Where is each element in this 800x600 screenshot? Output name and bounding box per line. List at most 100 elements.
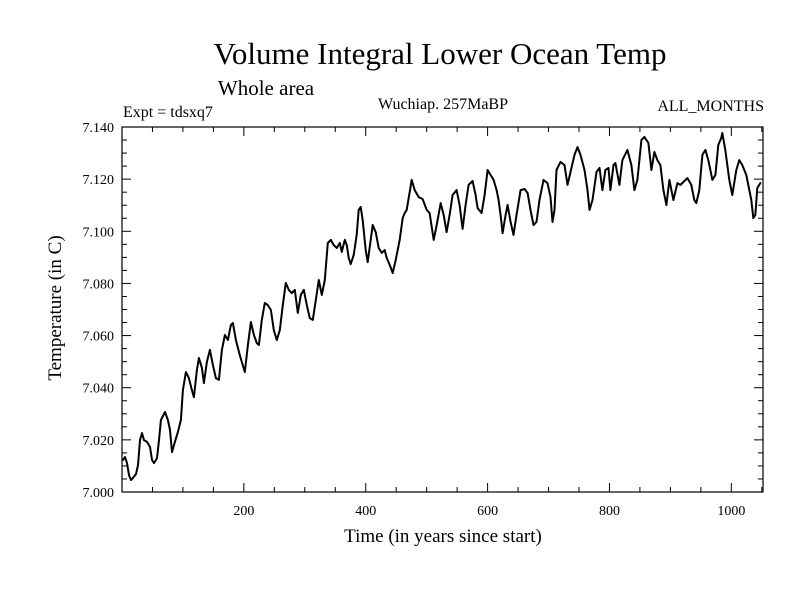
data-point bbox=[647, 142, 650, 144]
data-point bbox=[158, 439, 160, 441]
data-point bbox=[497, 199, 500, 201]
data-point bbox=[665, 204, 668, 206]
data-point bbox=[227, 339, 229, 341]
data-point bbox=[218, 379, 220, 381]
data-point bbox=[495, 189, 498, 191]
data-point bbox=[300, 294, 302, 296]
experiment-annotation: Expt = tdsxq7 bbox=[123, 104, 213, 121]
data-point bbox=[206, 361, 208, 363]
data-point bbox=[707, 159, 710, 161]
series-line bbox=[122, 132, 762, 481]
data-point bbox=[408, 191, 411, 193]
data-point bbox=[212, 364, 214, 366]
data-point bbox=[253, 334, 255, 336]
data-point bbox=[137, 464, 139, 466]
data-point bbox=[235, 339, 237, 341]
data-point bbox=[374, 231, 377, 233]
data-point bbox=[535, 221, 538, 223]
data-point bbox=[559, 161, 562, 163]
data-point bbox=[167, 419, 169, 421]
data-point bbox=[711, 179, 714, 181]
data-point bbox=[405, 209, 408, 211]
data-point bbox=[401, 217, 404, 219]
data-point bbox=[180, 419, 182, 421]
data-point bbox=[643, 136, 646, 138]
data-point bbox=[595, 171, 598, 173]
data-point bbox=[489, 174, 492, 176]
x-tick-label: 800 bbox=[599, 504, 620, 519]
data-point bbox=[126, 462, 128, 464]
y-tick-label: 7.100 bbox=[83, 225, 115, 240]
data-point bbox=[255, 342, 258, 344]
data-point bbox=[188, 377, 190, 379]
data-point bbox=[720, 137, 723, 139]
data-point bbox=[417, 196, 420, 198]
data-point bbox=[555, 169, 558, 171]
data-point bbox=[303, 289, 305, 291]
data-point bbox=[394, 259, 397, 261]
y-tick-label: 7.040 bbox=[83, 382, 115, 397]
data-point bbox=[191, 389, 193, 391]
data-point bbox=[361, 219, 364, 221]
data-point bbox=[515, 214, 518, 216]
data-point bbox=[294, 289, 296, 291]
data-point bbox=[609, 189, 612, 191]
data-point bbox=[344, 239, 346, 241]
data-point bbox=[583, 169, 586, 171]
data-point bbox=[330, 239, 332, 241]
data-point bbox=[339, 242, 341, 244]
chart-title: Volume Integral Lower Ocean Temp bbox=[214, 36, 667, 71]
data-point bbox=[741, 164, 744, 166]
data-point bbox=[458, 204, 461, 206]
data-point bbox=[672, 199, 675, 201]
data-point bbox=[549, 196, 552, 198]
data-point bbox=[267, 304, 269, 306]
data-point bbox=[270, 309, 272, 311]
data-point bbox=[448, 214, 451, 216]
data-point bbox=[546, 182, 549, 184]
data-point bbox=[160, 419, 162, 421]
data-point bbox=[346, 244, 348, 246]
data-point bbox=[656, 159, 659, 161]
data-point bbox=[604, 169, 607, 171]
data-point bbox=[198, 357, 200, 359]
season-annotation: ALL_MONTHS bbox=[657, 98, 764, 115]
data-point bbox=[551, 221, 554, 223]
data-point bbox=[327, 242, 329, 244]
data-point bbox=[701, 154, 704, 156]
data-point bbox=[185, 371, 187, 373]
data-point bbox=[171, 451, 173, 453]
data-point bbox=[151, 459, 153, 461]
data-point bbox=[569, 171, 572, 173]
data-point bbox=[607, 167, 610, 169]
data-point bbox=[297, 312, 299, 314]
data-point bbox=[633, 189, 636, 191]
data-point bbox=[264, 302, 266, 304]
data-point bbox=[553, 209, 556, 211]
data-point bbox=[221, 349, 223, 351]
data-point bbox=[693, 199, 696, 201]
data-point bbox=[636, 179, 639, 181]
data-point bbox=[388, 264, 391, 266]
data-point bbox=[341, 251, 343, 253]
data-point bbox=[612, 164, 615, 166]
data-point bbox=[357, 209, 360, 211]
x-tick-label: 1000 bbox=[717, 504, 745, 519]
data-point bbox=[523, 188, 526, 190]
data-point bbox=[455, 189, 458, 191]
data-point bbox=[728, 179, 731, 181]
data-point bbox=[321, 294, 323, 296]
y-tick-label: 7.000 bbox=[83, 486, 115, 501]
data-point bbox=[169, 429, 171, 431]
data-point bbox=[695, 202, 698, 204]
data-point bbox=[704, 149, 707, 151]
data-point bbox=[209, 349, 211, 351]
data-point bbox=[315, 299, 317, 301]
data-point bbox=[349, 263, 352, 265]
data-point bbox=[247, 344, 249, 346]
data-point bbox=[359, 206, 362, 208]
data-point bbox=[682, 181, 685, 183]
data-point bbox=[428, 212, 431, 214]
data-point bbox=[369, 239, 372, 241]
